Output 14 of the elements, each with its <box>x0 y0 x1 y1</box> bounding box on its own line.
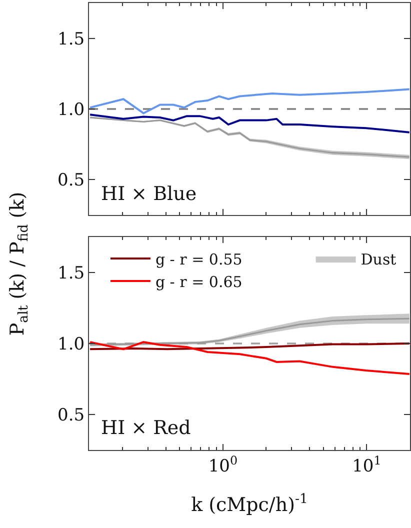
x-axis-title: k (cMpc/h)$^{-1}$ <box>191 492 308 516</box>
x-tick-label: 10$^{0}$ <box>208 453 238 476</box>
annotation: HI × Red <box>101 417 191 439</box>
legend-label: g - r = 0.55 <box>155 250 242 268</box>
x-tick-label: 10$^{1}$ <box>352 453 382 476</box>
y-tick-label: 0.5 <box>58 170 85 191</box>
legend-label: g - r = 0.65 <box>155 272 242 291</box>
annotation: HI × Blue <box>101 183 197 205</box>
y-tick-label: 1.5 <box>58 263 85 284</box>
y-tick-label: 0.5 <box>58 405 85 426</box>
legend-label: Dust <box>360 250 396 268</box>
y-tick-label: 1.0 <box>58 334 85 354</box>
y-tick-label: 1.0 <box>58 100 85 120</box>
y-tick-label: 1.5 <box>58 29 85 50</box>
